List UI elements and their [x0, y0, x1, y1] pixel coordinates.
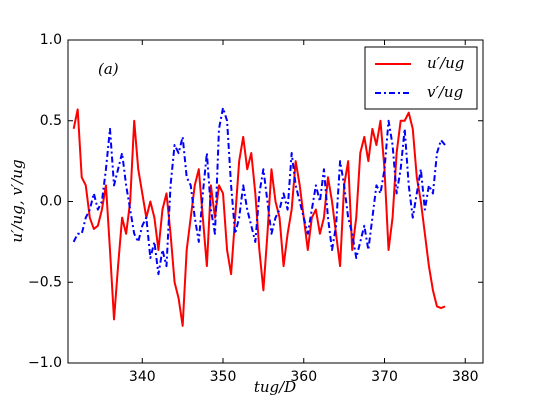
x-axis-label: tug/D [254, 378, 296, 396]
data-line [72, 108, 446, 327]
y-tick-label: −0.5 [28, 274, 62, 290]
x-tick-label: 380 [452, 369, 479, 385]
data-line [72, 106, 446, 276]
legend-label: u′/ug [427, 54, 464, 72]
annotation: (a) [98, 60, 119, 78]
y-tick-label: 0.5 [40, 113, 62, 129]
y-tick-label: 0.0 [40, 194, 62, 210]
legend-label: v′/ug [427, 83, 463, 101]
x-tick-label: 360 [290, 369, 317, 385]
x-tick-label: 370 [371, 369, 398, 385]
x-tick-label: 350 [210, 369, 237, 385]
legend-box [364, 46, 478, 110]
x-tick-label: 340 [129, 369, 156, 385]
y-tick-label: 1.0 [40, 32, 62, 48]
y-axis-label: u′/ug, v′/ug [8, 159, 26, 242]
y-tick-label: −1.0 [28, 355, 62, 371]
